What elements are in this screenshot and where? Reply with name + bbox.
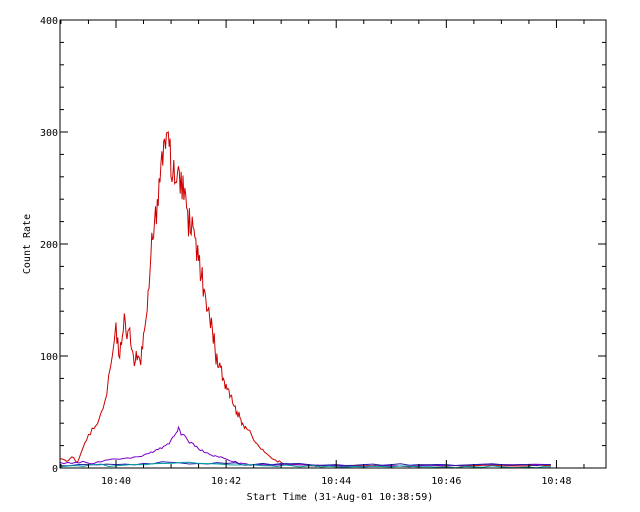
x-axis-title: Start Time (31-Aug-01 10:38:59) [247, 492, 434, 503]
y-tick-label: 400 [40, 16, 58, 27]
plot-frame [59, 19, 607, 469]
x-tick-label: 10:42 [211, 476, 241, 487]
x-tick-label: 10:40 [101, 476, 131, 487]
series-line-1 [59, 130, 551, 468]
y-tick-label: 0 [52, 464, 58, 475]
y-axis-title: Count Rate [22, 214, 33, 274]
x-tick-label: 10:48 [541, 476, 571, 487]
y-tick-label: 200 [40, 240, 58, 251]
x-tick-label: 10:46 [431, 476, 461, 487]
series-layer [59, 130, 551, 469]
x-tick-label: 10:44 [321, 476, 351, 487]
series-line-2 [59, 425, 551, 468]
ticks-layer: 10:40 10:42 10:44 10:46 10:48 0 100 200 300 400 [40, 16, 606, 487]
y-tick-label: 100 [40, 352, 58, 363]
y-tick-label: 300 [40, 128, 58, 139]
